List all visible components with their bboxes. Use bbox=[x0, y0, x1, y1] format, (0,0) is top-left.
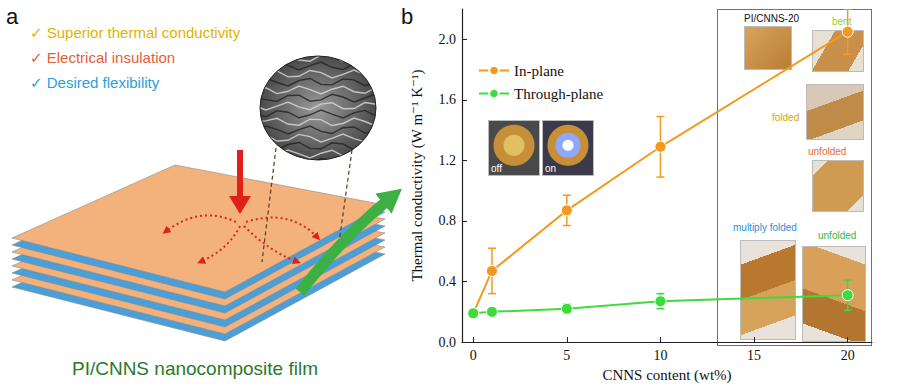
svg-text:✓ Superior thermal conductivit: ✓ Superior thermal conductivity bbox=[30, 24, 241, 41]
svg-text:CNNS content (wt%): CNNS content (wt%) bbox=[602, 367, 731, 384]
html-text:off: off bbox=[491, 163, 502, 174]
svg-text:1.6: 1.6 bbox=[439, 92, 457, 107]
svg-text:0.8: 0.8 bbox=[439, 213, 457, 228]
svg-text:Thermal conductivity (W m⁻¹ K⁻: Thermal conductivity (W m⁻¹ K⁻¹) bbox=[409, 70, 426, 282]
svg-text:10: 10 bbox=[653, 348, 667, 363]
svg-text:2.0: 2.0 bbox=[439, 32, 457, 47]
svg-text:Through-plane: Through-plane bbox=[514, 86, 603, 102]
svg-text:1.2: 1.2 bbox=[439, 153, 457, 168]
svg-text:In-plane: In-plane bbox=[514, 63, 564, 79]
svg-text:PI/CNNS nanocomposite film: PI/CNNS nanocomposite film bbox=[72, 358, 318, 379]
html-text:on: on bbox=[545, 163, 557, 174]
html-text:PI/CNNS-20: PI/CNNS-20 bbox=[744, 13, 799, 24]
html-text:multiply folded: multiply folded bbox=[733, 222, 797, 233]
html-text:bent: bent bbox=[832, 16, 852, 27]
html-text:folded: folded bbox=[772, 112, 800, 123]
svg-text:20: 20 bbox=[841, 348, 855, 363]
html-text:unfolded: unfolded bbox=[808, 146, 847, 157]
svg-text:b: b bbox=[401, 4, 413, 29]
svg-text:0.0: 0.0 bbox=[439, 335, 457, 350]
html-text:unfolded: unfolded bbox=[818, 230, 857, 241]
svg-text:15: 15 bbox=[747, 348, 761, 363]
svg-text:✓ Electrical insulation: ✓ Electrical insulation bbox=[30, 49, 175, 66]
svg-text:✓ Desired flexibility: ✓ Desired flexibility bbox=[30, 74, 160, 91]
svg-text:a: a bbox=[6, 4, 19, 29]
svg-text:0.4: 0.4 bbox=[439, 274, 457, 289]
svg-text:0: 0 bbox=[470, 348, 477, 363]
svg-text:5: 5 bbox=[563, 348, 570, 363]
